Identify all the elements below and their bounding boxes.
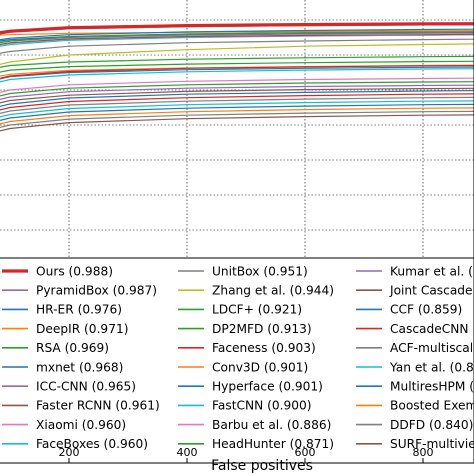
legend-label: MultiresHPM (0. [390,380,474,394]
legend-label: SURF-multivie [390,437,474,451]
series-line [0,30,474,36]
series-line [0,107,474,125]
legend-label: HR-ER (0.976) [36,303,122,317]
legend-label: PyramidBox (0.987) [36,284,157,298]
series-line [0,43,474,65]
legend-label: FastCNN (0.900) [212,399,312,413]
series-line [0,84,474,100]
legend-label: Kumar et al. (0. [390,264,474,278]
legend-label: Faster RCNN (0.961) [36,399,160,413]
series-line [0,33,474,46]
legend-label: mxnet (0.968) [36,360,123,374]
series-line [0,93,474,111]
series-line [0,66,474,80]
x-tick-label: 200 [59,446,80,459]
legend-label: ICC-CNN (0.965) [36,380,136,394]
x-axis-ticks: 200 400 600 800 [59,446,434,463]
series-line [0,38,474,54]
legend-label: RSA (0.969) [36,341,109,355]
legend-label: DP2MFD (0.913) [212,322,312,336]
legend-label: Hyperface (0.901) [212,380,323,394]
series-line [0,28,474,41]
series-line [0,55,474,68]
series-line [0,68,474,83]
x-tick-label: 400 [177,446,198,459]
legend-label: Boosted Exem [390,399,474,413]
legend-label: Zhang et al. (0.944) [212,284,334,298]
series-line [0,100,474,118]
series-line [0,103,474,121]
x-tick-label: 600 [295,446,316,459]
legend-label: UnitBox (0.951) [212,264,308,278]
legend [0,257,474,464]
legend-label: DeepIR (0.971) [36,322,128,336]
legend-label: Xiaomi (0.960) [36,418,126,432]
legend-label: Ours (0.988) [36,264,113,278]
legend-label: ACF-multiscale [390,341,474,355]
series-line [0,114,474,132]
series-line [0,60,474,73]
legend-label: CascadeCNN (0. [390,322,474,336]
series-line [0,30,474,44]
series-line [0,87,474,104]
legend-label: CCF (0.859) [390,303,462,317]
legend-entries: Ours (0.988) PyramidBox (0.987) HR-ER (0.9… [2,264,474,451]
legend-label: DDFD (0.840) [390,418,473,432]
series-lines [0,22,474,132]
series-line [0,96,474,114]
legend-label: Faceness (0.903) [212,341,316,355]
legend-label: FaceBoxes (0.960) [36,437,148,451]
x-tick-label: 800 [413,446,434,459]
legend-label: LDCF+ (0.921) [212,303,302,317]
legend-label: Conv3D (0.901) [212,360,308,374]
plot-frame [0,0,474,464]
series-line [0,89,474,107]
series-line [0,110,474,128]
x-axis-title: False positives [211,458,313,474]
legend-label: HeadHunter (0.871) [212,437,334,451]
legend-label: Joint Cascade [389,284,473,298]
series-line [0,77,474,93]
legend-label: Barbu et al. (0.886) [212,418,331,432]
series-line [0,64,474,79]
series-line [0,32,474,44]
series-line [0,22,474,35]
series-line [0,81,474,97]
legend-label: Yan et al. (0.8 [389,360,474,374]
